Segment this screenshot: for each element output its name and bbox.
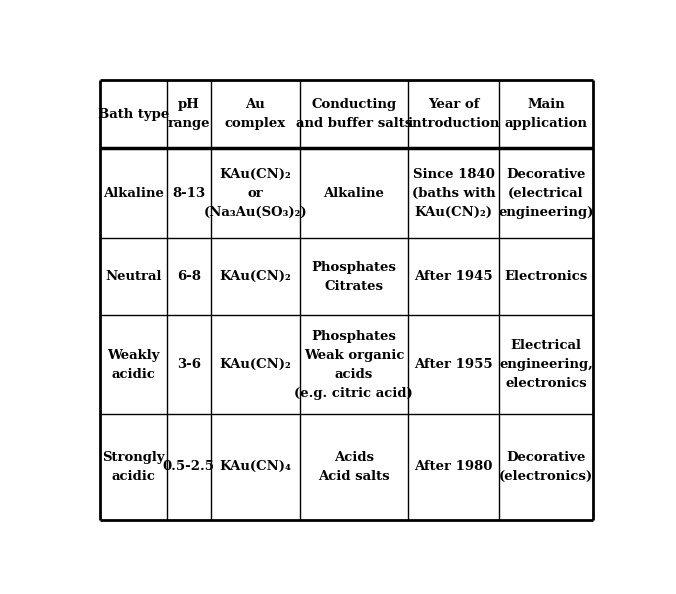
Text: KAu(CN)₄: KAu(CN)₄ [220,460,291,473]
Text: Conducting
and buffer salts: Conducting and buffer salts [295,99,412,131]
Text: Phosphates
Citrates: Phosphates Citrates [312,261,396,293]
Text: Electrical
engineering,
electronics: Electrical engineering, electronics [499,339,593,390]
Text: Phosphates
Weak organic
acids
(e.g. citric acid): Phosphates Weak organic acids (e.g. citr… [295,330,413,400]
Text: Decorative
(electronics): Decorative (electronics) [499,451,593,483]
Text: Decorative
(electrical
engineering): Decorative (electrical engineering) [498,168,594,219]
Text: Alkaline: Alkaline [103,187,164,200]
Text: After 1945: After 1945 [414,270,493,283]
Text: KAu(CN)₂: KAu(CN)₂ [220,270,291,283]
Text: Electronics: Electronics [504,270,587,283]
Text: Alkaline: Alkaline [323,187,384,200]
Text: 8-13: 8-13 [172,187,206,200]
Text: Weakly
acidic: Weakly acidic [107,349,160,381]
Text: pH
range: pH range [168,99,210,131]
Text: Strongly
acidic: Strongly acidic [102,451,165,483]
Text: KAu(CN)₂
or
(Na₃Au(SO₃)₂): KAu(CN)₂ or (Na₃Au(SO₃)₂) [203,168,307,219]
Text: 6-8: 6-8 [177,270,201,283]
Text: Bath type: Bath type [98,108,169,121]
Text: Main
application: Main application [504,99,587,131]
Text: Au
complex: Au complex [225,99,286,131]
Text: KAu(CN)₂: KAu(CN)₂ [220,358,291,371]
Text: Neutral: Neutral [105,270,162,283]
Text: Year of
introduction: Year of introduction [408,99,500,131]
Text: 3-6: 3-6 [177,358,201,371]
Text: 0.5-2.5: 0.5-2.5 [163,460,215,473]
Text: Acids
Acid salts: Acids Acid salts [318,451,389,483]
Text: After 1980: After 1980 [414,460,493,473]
Text: After 1955: After 1955 [414,358,493,371]
Text: Since 1840
(baths with
KAu(CN)₂): Since 1840 (baths with KAu(CN)₂) [412,168,496,219]
